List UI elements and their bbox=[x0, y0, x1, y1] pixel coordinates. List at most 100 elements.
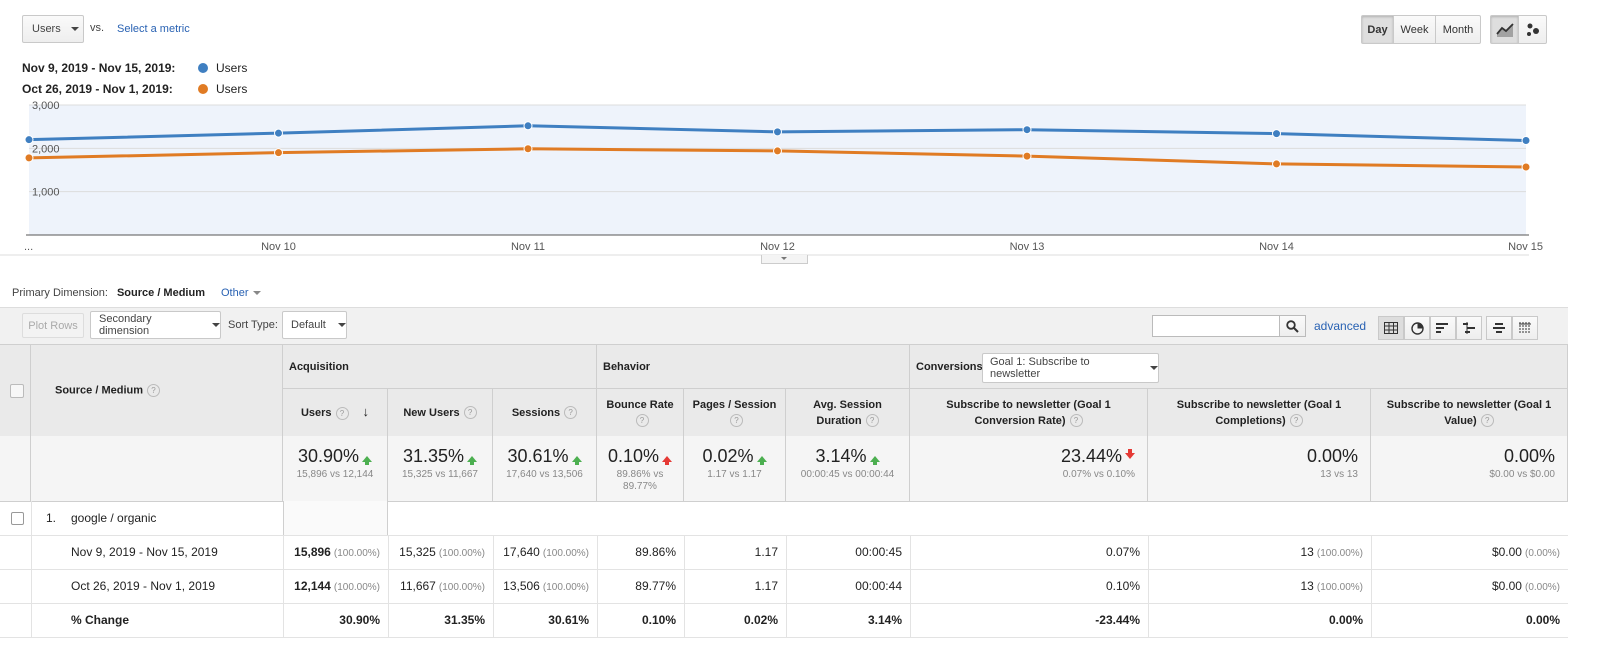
row-divider bbox=[31, 535, 32, 569]
group-conversions-label: Conversions bbox=[916, 361, 983, 373]
help-icon[interactable]: ? bbox=[335, 406, 349, 420]
row-label-link[interactable]: google / organic bbox=[71, 511, 157, 525]
legend-series: Users bbox=[216, 82, 248, 96]
change-row-label: % Change bbox=[71, 613, 130, 627]
motion-chart-toggle[interactable] bbox=[1518, 15, 1547, 44]
summary-detail-text: 0.07% vs 0.10% bbox=[1062, 469, 1135, 480]
select-all-checkbox[interactable] bbox=[10, 384, 24, 398]
summary-value: 0.00% bbox=[1306, 446, 1358, 466]
chart-collapse-handle[interactable] bbox=[761, 255, 808, 264]
row-checkbox[interactable] bbox=[11, 512, 24, 525]
change-value: 0.10% bbox=[641, 613, 676, 627]
help-icon[interactable]: ? bbox=[564, 406, 578, 420]
col-header-pages-per-session[interactable]: Pages / Session? bbox=[684, 389, 786, 436]
summary-avg-session-duration: 3.14% 00:00:45 vs 00:00:44 bbox=[786, 436, 910, 501]
summary-detail-text: 89.86% vs 89.77% bbox=[616, 469, 664, 492]
select-metric-link[interactable]: Select a metric bbox=[117, 23, 190, 35]
x-tick-label: Nov 12 bbox=[760, 241, 795, 253]
summary-value: 30.90% bbox=[297, 446, 360, 466]
period-month-button[interactable]: Month bbox=[1435, 15, 1481, 44]
col-header-avg-session-duration[interactable]: Avg. Session Duration? bbox=[786, 389, 910, 436]
table-row[interactable]: 1. google / organic bbox=[0, 501, 1568, 536]
cell-percent: (0.00%) bbox=[1524, 548, 1560, 559]
summary-row bbox=[0, 436, 1568, 502]
help-icon[interactable]: ? bbox=[1069, 414, 1083, 428]
data-point bbox=[24, 135, 34, 145]
plot-rows-button[interactable]: Plot Rows bbox=[22, 313, 84, 338]
view-comparison-button[interactable] bbox=[1456, 316, 1482, 340]
summary-goal1-conversion-rate: 23.44% 0.07% vs 0.10% bbox=[910, 436, 1148, 501]
table-toolbar bbox=[0, 307, 1568, 345]
group-behavior: Behavior bbox=[597, 345, 910, 389]
change-new-users: 31.35% bbox=[388, 603, 493, 637]
col-header-new-users[interactable]: New Users? bbox=[388, 389, 493, 436]
col-header-sessions[interactable]: Sessions? bbox=[493, 389, 597, 436]
dimension-header[interactable]: Source / Medium? bbox=[31, 345, 283, 436]
advanced-filter-link[interactable]: advanced bbox=[1314, 319, 1367, 333]
change-row: % Change 30.90% 31.35% 30.61% 0.10% 0.02% 3.14… bbox=[0, 603, 1568, 638]
summary-value-line: 23.44% bbox=[910, 446, 1135, 467]
sort-type-dropdown[interactable]: Default bbox=[282, 311, 347, 339]
period-day-button[interactable]: Day bbox=[1361, 15, 1394, 44]
cell-percent: (100.00%) bbox=[438, 582, 485, 593]
cell-percent: (100.00%) bbox=[438, 548, 485, 559]
metric-dropdown[interactable]: Users bbox=[22, 15, 84, 43]
group-acquisition-label: Acquisition bbox=[289, 361, 349, 373]
help-icon[interactable]: ? bbox=[1480, 414, 1494, 428]
goal-select-label: Goal 1: Subscribe to newsletter bbox=[990, 356, 1090, 380]
cell-value: 1.17 bbox=[754, 545, 778, 559]
trend-up-bad-icon bbox=[662, 455, 673, 465]
data-point bbox=[24, 153, 34, 163]
help-icon[interactable]: ? bbox=[730, 414, 743, 428]
change-sessions: 30.61% bbox=[493, 603, 597, 637]
other-dimension-link[interactable]: Other bbox=[221, 287, 249, 299]
cell-percent: (0.00%) bbox=[1524, 582, 1560, 593]
change-goal1-value: 0.00% bbox=[1371, 603, 1568, 637]
cell-value: 13 bbox=[1300, 545, 1314, 559]
help-icon[interactable]: ? bbox=[865, 414, 879, 428]
view-pie-button[interactable] bbox=[1404, 316, 1430, 340]
change-goal1-completions: 0.00% bbox=[1148, 603, 1371, 637]
y-tick-label: 3,000 bbox=[32, 100, 60, 112]
view-performance-button[interactable] bbox=[1430, 316, 1456, 340]
period-week-button[interactable]: Week bbox=[1393, 15, 1436, 44]
col-header-bounce-rate[interactable]: Bounce Rate? bbox=[597, 389, 684, 436]
goal-select-dropdown[interactable]: Goal 1: Subscribe to newsletter bbox=[982, 353, 1159, 383]
view-termcloud-button[interactable] bbox=[1486, 316, 1512, 340]
data-point bbox=[274, 128, 283, 138]
help-icon[interactable]: ? bbox=[635, 414, 649, 428]
table-search-input[interactable] bbox=[1152, 315, 1280, 337]
view-table-button[interactable] bbox=[1378, 316, 1404, 340]
secondary-dimension-dropdown[interactable]: Secondary dimension bbox=[90, 311, 221, 339]
cell-value: 00:00:45 bbox=[855, 545, 902, 559]
comparison-range-label: Nov 9, 2019 - Nov 15, 2019 bbox=[71, 545, 218, 559]
help-icon[interactable]: ? bbox=[1289, 414, 1303, 428]
summary-value-line: 30.61% bbox=[497, 446, 592, 467]
line-chart-toggle[interactable] bbox=[1490, 15, 1519, 44]
summary-detail: 17,640 vs 13,506 bbox=[497, 469, 592, 481]
data-table: Source / Medium? Acquisition Behavior Conve… bbox=[0, 344, 1568, 658]
help-icon[interactable]: ? bbox=[147, 384, 161, 397]
summary-users: 30.90% 15,896 vs 12,144 bbox=[283, 436, 388, 501]
cell-goal1-value: $0.00 (0.00%) bbox=[1371, 569, 1568, 603]
primary-dimension-value[interactable]: Source / Medium bbox=[116, 287, 205, 299]
summary-detail-text: 17,640 vs 13,506 bbox=[506, 469, 583, 480]
data-point bbox=[1521, 162, 1531, 172]
change-value: 30.90% bbox=[339, 613, 380, 627]
summary-value: 3.14% bbox=[815, 446, 867, 466]
data-point bbox=[274, 148, 283, 158]
summary-detail-text: 13 vs 13 bbox=[1320, 469, 1358, 480]
cell-value: 1.17 bbox=[754, 579, 778, 593]
search-button[interactable] bbox=[1279, 315, 1306, 337]
change-value: 0.00% bbox=[1328, 613, 1363, 627]
cell-value: 12,144 bbox=[294, 579, 331, 593]
col-header-goal1-value[interactable]: Subscribe to newsletter (Goal 1 Value)? bbox=[1371, 389, 1568, 436]
dimension-header-text: Source / Medium bbox=[55, 384, 144, 397]
col-header-goal1-conversion-rate[interactable]: Subscribe to newsletter (Goal 1 Conversi… bbox=[910, 389, 1148, 436]
pie-chart-icon bbox=[1410, 321, 1424, 335]
col-header-users[interactable]: Users? ↓ bbox=[283, 389, 388, 436]
summary-label bbox=[31, 436, 283, 501]
help-icon[interactable]: ? bbox=[463, 406, 477, 420]
view-pivot-button[interactable] bbox=[1512, 316, 1538, 340]
col-header-goal1-completions[interactable]: Subscribe to newsletter (Goal 1 Completi… bbox=[1148, 389, 1371, 436]
